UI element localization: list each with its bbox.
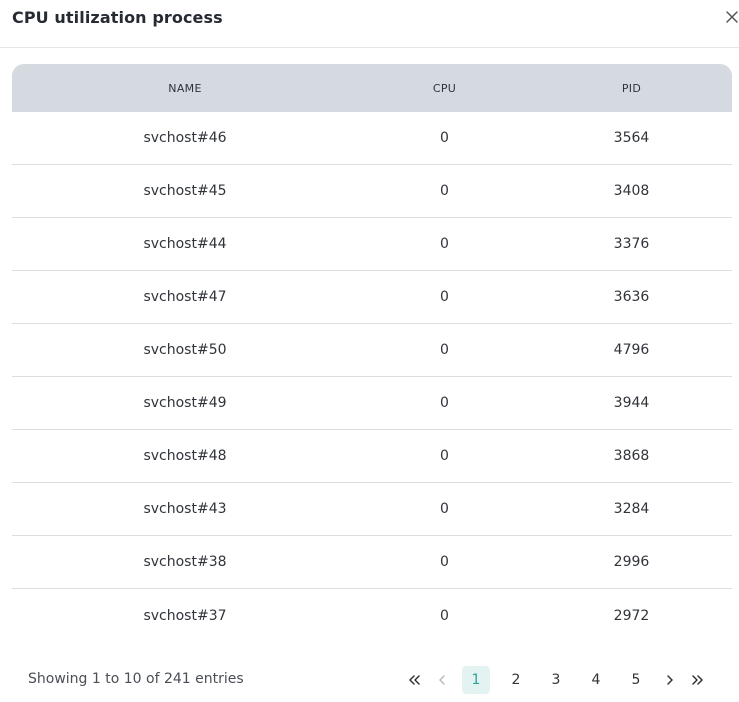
cell-pid: 2996 <box>613 554 650 570</box>
chevron-left-icon <box>439 675 445 685</box>
cell-pid: 4796 <box>613 342 650 358</box>
cell-pid: 3636 <box>613 289 650 305</box>
cell-pid: 3868 <box>613 448 650 464</box>
process-table: NAME CPU PID svchost#46 0 3564 svchost#4… <box>12 64 732 642</box>
cell-cpu: 0 <box>440 448 449 464</box>
cell-name: svchost#50 <box>143 342 227 358</box>
entries-info: Showing 1 to 10 of 241 entries <box>28 671 244 687</box>
table-body: svchost#46 0 3564 svchost#45 0 3408 svch… <box>12 112 732 642</box>
double-chevron-right-icon <box>692 675 703 685</box>
last-page-button[interactable] <box>684 666 712 694</box>
table-row: svchost#50 0 4796 <box>12 324 732 377</box>
cell-cpu: 0 <box>440 183 449 199</box>
cell-cpu: 0 <box>440 395 449 411</box>
cell-name: svchost#49 <box>143 395 227 411</box>
page-button-3[interactable]: 3 <box>551 672 561 688</box>
page-button-1[interactable]: 1 <box>462 666 490 694</box>
cell-pid: 3944 <box>613 395 650 411</box>
page-button-4[interactable]: 4 <box>591 672 601 688</box>
cell-pid: 3564 <box>613 130 650 146</box>
cell-cpu: 0 <box>440 607 449 624</box>
cell-cpu: 0 <box>440 236 449 252</box>
cell-pid: 2972 <box>613 607 650 624</box>
cell-name: svchost#44 <box>143 236 227 252</box>
previous-page-button[interactable] <box>428 666 456 694</box>
cell-pid: 3376 <box>613 236 650 252</box>
cell-pid: 3284 <box>613 501 650 517</box>
next-page-button[interactable] <box>656 666 684 694</box>
table-row: svchost#37 0 2972 <box>12 589 732 642</box>
modal-header: CPU utilization process <box>0 0 739 48</box>
column-header-cpu[interactable]: CPU <box>432 81 457 95</box>
modal-title: CPU utilization process <box>12 8 223 27</box>
page-button-2[interactable]: 2 <box>511 672 521 688</box>
table-footer: Showing 1 to 10 of 241 entries 1 2 3 4 5 <box>0 660 739 700</box>
cell-name: svchost#47 <box>143 289 227 305</box>
chevron-right-icon <box>667 675 673 685</box>
cell-cpu: 0 <box>440 342 449 358</box>
cell-cpu: 0 <box>440 130 449 146</box>
first-page-button[interactable] <box>400 666 428 694</box>
page-button-5[interactable]: 5 <box>631 672 641 688</box>
column-header-name[interactable]: NAME <box>168 81 202 95</box>
table-row: svchost#46 0 3564 <box>12 112 732 165</box>
cell-cpu: 0 <box>440 289 449 305</box>
table-row: svchost#45 0 3408 <box>12 165 732 218</box>
table-row: svchost#43 0 3284 <box>12 483 732 536</box>
table-row: svchost#38 0 2996 <box>12 536 732 589</box>
table-row: svchost#49 0 3944 <box>12 377 732 430</box>
cell-name: svchost#48 <box>143 448 227 464</box>
table-row: svchost#48 0 3868 <box>12 430 732 483</box>
cell-name: svchost#37 <box>143 607 227 624</box>
cell-name: svchost#38 <box>143 554 227 570</box>
double-chevron-left-icon <box>409 675 420 685</box>
pagination: 1 2 3 4 5 <box>400 666 712 694</box>
table-header: NAME CPU PID <box>12 64 732 112</box>
close-icon[interactable] <box>725 9 739 25</box>
cell-pid: 3408 <box>613 183 650 199</box>
cell-name: svchost#43 <box>143 501 227 517</box>
cell-cpu: 0 <box>440 501 449 517</box>
column-header-pid[interactable]: PID <box>621 81 642 95</box>
cell-cpu: 0 <box>440 554 449 570</box>
cell-name: svchost#45 <box>143 183 227 199</box>
table-row: svchost#44 0 3376 <box>12 218 732 271</box>
cell-name: svchost#46 <box>143 130 227 146</box>
table-row: svchost#47 0 3636 <box>12 271 732 324</box>
